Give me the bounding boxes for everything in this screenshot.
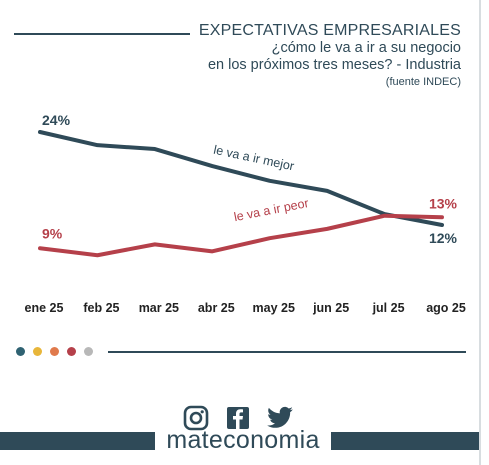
footer-bar-right xyxy=(331,432,479,450)
brand-name: mateconomia xyxy=(166,426,320,454)
series-line-0 xyxy=(38,130,444,227)
palette-dots xyxy=(16,347,93,356)
x-tick-label-4: may 25 xyxy=(253,301,295,315)
palette-dot-0 xyxy=(16,347,25,356)
x-tick-label-2: mar 25 xyxy=(139,301,179,315)
facebook-icon[interactable] xyxy=(224,404,252,432)
footer-rule xyxy=(108,351,466,353)
label-mejor-last: 12% xyxy=(429,230,458,246)
chart-subtitle-line2: en los próximos tres meses? - Industria xyxy=(207,57,461,73)
series-line-1 xyxy=(38,213,444,258)
palette-dot-2 xyxy=(50,347,59,356)
source-note: (fuente INDEC) xyxy=(385,76,461,88)
label-mejor-first: 24% xyxy=(42,112,71,128)
x-tick-label-6: jul 25 xyxy=(372,301,405,315)
chart-subtitle-line1: ¿cómo le va a ir a su negocio xyxy=(271,40,461,56)
twitter-icon[interactable] xyxy=(266,404,294,432)
chart-header: EXPECTATIVAS EMPRESARIALES ¿cómo le va a… xyxy=(199,22,461,89)
palette-dot-3 xyxy=(67,347,76,356)
palette-dot-4 xyxy=(84,347,93,356)
footer-bar-left xyxy=(0,432,155,450)
palette-dot-1 xyxy=(33,347,42,356)
series-name-peor: le va a ir peor xyxy=(233,196,310,224)
header-rule xyxy=(14,33,190,35)
right-border xyxy=(479,0,481,465)
label-peor-last: 13% xyxy=(429,195,458,211)
x-tick-label-1: feb 25 xyxy=(83,301,119,315)
instagram-icon[interactable] xyxy=(182,404,210,432)
social-icons xyxy=(182,404,294,432)
x-tick-label-7: ago 25 xyxy=(426,301,466,315)
x-tick-label-3: abr 25 xyxy=(198,301,235,315)
x-tick-label-0: ene 25 xyxy=(25,301,64,315)
x-tick-label-5: jun 25 xyxy=(312,301,349,315)
label-peor-first: 9% xyxy=(42,225,63,241)
chart-title: EXPECTATIVAS EMPRESARIALES xyxy=(198,22,461,39)
